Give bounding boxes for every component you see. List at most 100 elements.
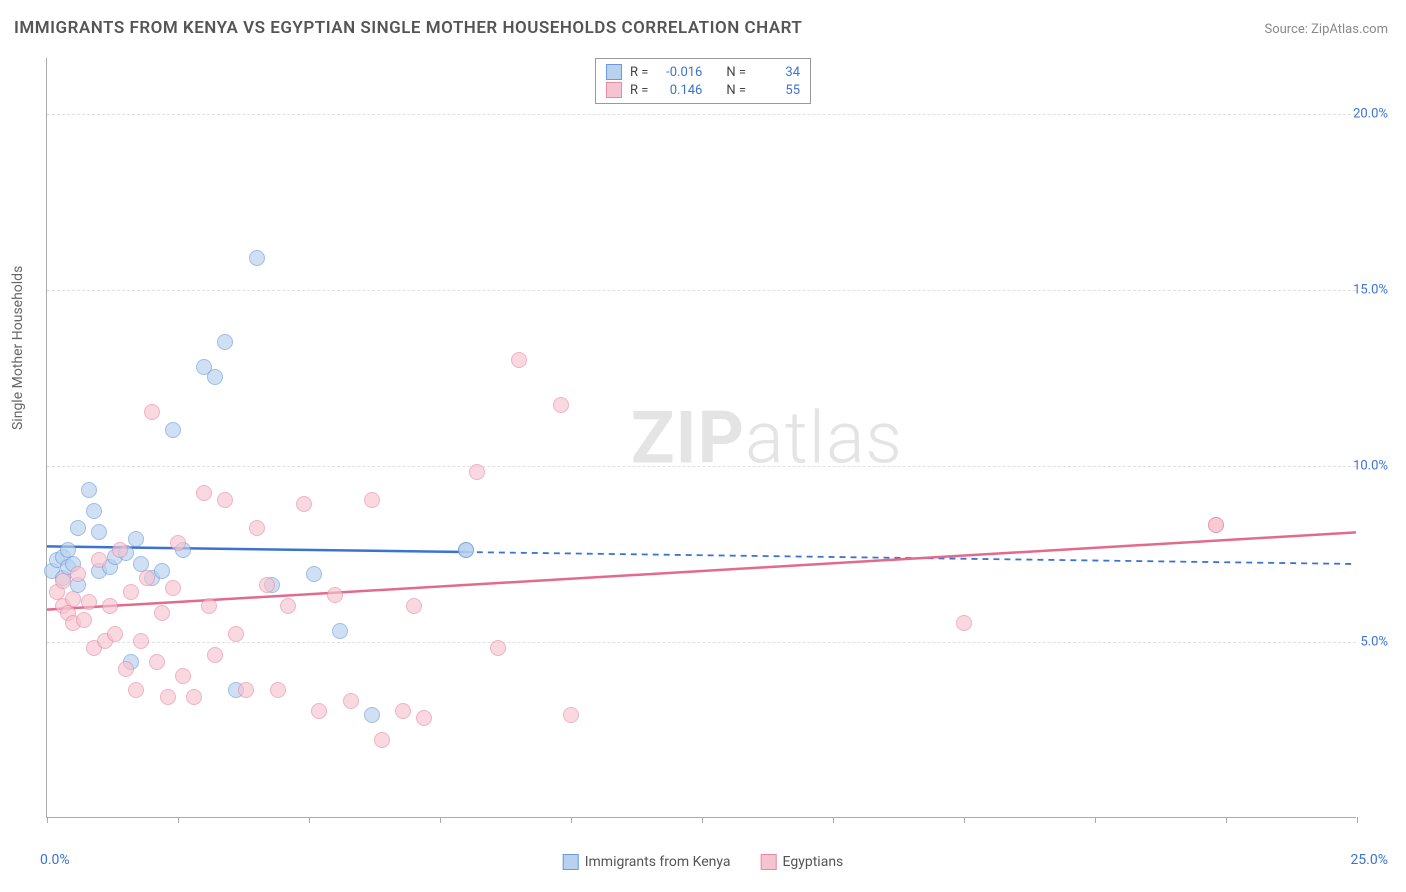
data-point-kenya [207, 369, 223, 385]
data-point-egypt [207, 647, 223, 663]
data-point-egypt [343, 693, 359, 709]
r-label: R = [630, 83, 648, 98]
data-point-egypt [217, 492, 233, 508]
data-point-egypt [553, 397, 569, 413]
data-point-egypt [259, 577, 275, 593]
watermark: ZIPatlas [631, 395, 903, 480]
data-point-egypt [165, 580, 181, 596]
data-point-kenya [154, 563, 170, 579]
data-point-egypt [249, 520, 265, 536]
x-tick [440, 817, 441, 823]
n-value-egypt: 55 [754, 83, 800, 98]
trendline-extrapolated-kenya [466, 552, 1356, 564]
x-axis-max-label: 25.0% [1350, 852, 1388, 868]
legend-row-kenya: R = -0.016 N = 34 [606, 63, 800, 81]
n-label: N = [726, 83, 746, 98]
data-point-egypt [228, 626, 244, 642]
x-tick [964, 817, 965, 823]
data-point-egypt [270, 682, 286, 698]
data-point-egypt [1208, 517, 1224, 533]
gridline [47, 114, 1356, 115]
data-point-egypt [469, 464, 485, 480]
data-point-egypt [118, 661, 134, 677]
n-label: N = [726, 65, 746, 80]
x-tick [571, 817, 572, 823]
data-point-kenya [332, 623, 348, 639]
legend-label-egypt: Egyptians [783, 854, 844, 870]
r-value-egypt: 0.146 [656, 83, 702, 98]
swatch-kenya [606, 64, 622, 80]
data-point-egypt [490, 640, 506, 656]
data-point-kenya [249, 250, 265, 266]
data-point-egypt [311, 703, 327, 719]
plot-area: ZIPatlas [46, 58, 1356, 818]
series-legend: Immigrants from Kenya Egyptians [563, 854, 844, 870]
data-point-egypt [201, 598, 217, 614]
data-point-egypt [160, 689, 176, 705]
data-point-egypt [563, 707, 579, 723]
x-tick [833, 817, 834, 823]
data-point-egypt [128, 682, 144, 698]
chart-title: IMMIGRANTS FROM KENYA VS EGYPTIAN SINGLE… [14, 18, 802, 38]
data-point-kenya [70, 520, 86, 536]
data-point-egypt [107, 626, 123, 642]
x-tick [1226, 817, 1227, 823]
data-point-kenya [86, 503, 102, 519]
data-point-egypt [123, 584, 139, 600]
gridline [47, 642, 1356, 643]
r-label: R = [630, 65, 648, 80]
data-point-kenya [217, 334, 233, 350]
data-point-egypt [327, 587, 343, 603]
data-point-egypt [406, 598, 422, 614]
data-point-egypt [91, 552, 107, 568]
data-point-egypt [196, 485, 212, 501]
data-point-kenya [458, 542, 474, 558]
data-point-egypt [170, 535, 186, 551]
swatch-kenya [563, 854, 579, 870]
data-point-egypt [280, 598, 296, 614]
legend-label-kenya: Immigrants from Kenya [585, 854, 731, 870]
data-point-egypt [139, 570, 155, 586]
data-point-egypt [186, 689, 202, 705]
data-point-kenya [306, 566, 322, 582]
data-point-kenya [91, 524, 107, 540]
data-point-egypt [76, 612, 92, 628]
data-point-egypt [55, 573, 71, 589]
data-point-egypt [102, 598, 118, 614]
data-point-egypt [364, 492, 380, 508]
data-point-kenya [81, 482, 97, 498]
swatch-egypt [761, 854, 777, 870]
y-tick-label: 20.0% [1353, 107, 1388, 122]
x-tick [702, 817, 703, 823]
data-point-kenya [165, 422, 181, 438]
correlation-legend: R = -0.016 N = 34 R = 0.146 N = 55 [595, 58, 811, 104]
data-point-kenya [128, 531, 144, 547]
x-tick [1095, 817, 1096, 823]
source-attribution: Source: ZipAtlas.com [1264, 22, 1388, 37]
y-tick-label: 10.0% [1353, 459, 1388, 474]
gridline [47, 466, 1356, 467]
r-value-kenya: -0.016 [656, 65, 702, 80]
data-point-egypt [149, 654, 165, 670]
x-tick [47, 817, 48, 823]
data-point-egypt [395, 703, 411, 719]
data-point-egypt [70, 566, 86, 582]
legend-row-egypt: R = 0.146 N = 55 [606, 81, 800, 99]
data-point-egypt [65, 591, 81, 607]
trend-lines-svg [47, 58, 1356, 817]
data-point-egypt [81, 594, 97, 610]
data-point-egypt [112, 542, 128, 558]
data-point-egypt [416, 710, 432, 726]
x-axis-min-label: 0.0% [40, 852, 70, 868]
watermark-light: atlas [745, 395, 903, 480]
x-tick [309, 817, 310, 823]
data-point-egypt [374, 732, 390, 748]
y-tick-label: 5.0% [1360, 635, 1388, 650]
legend-item-kenya: Immigrants from Kenya [563, 854, 731, 870]
data-point-egypt [144, 404, 160, 420]
gridline [47, 290, 1356, 291]
watermark-bold: ZIP [631, 395, 745, 480]
data-point-kenya [364, 707, 380, 723]
data-point-egypt [956, 615, 972, 631]
swatch-egypt [606, 82, 622, 98]
